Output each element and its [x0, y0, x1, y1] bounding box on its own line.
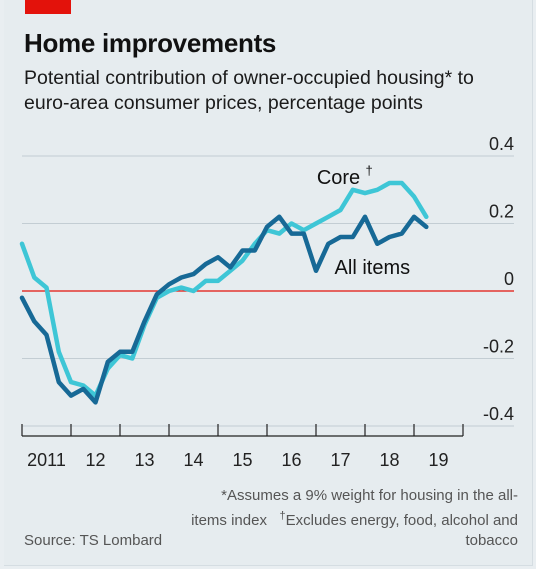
- x-tick-label: 18: [379, 450, 399, 470]
- chart-subtitle: Potential contribution of owner-occupied…: [24, 67, 474, 114]
- brand-tag: [25, 0, 71, 14]
- x-tick-label: 2011: [27, 450, 66, 470]
- y-tick-label: -0.4: [483, 404, 514, 424]
- y-tick-label: 0: [504, 269, 514, 289]
- x-tick-label: 17: [330, 450, 350, 470]
- series-label-core-dagger: †: [366, 163, 373, 178]
- source-note: Source: TS Lombard: [24, 532, 163, 549]
- chart-title: Home improvements: [24, 28, 277, 58]
- x-tick-label: 13: [134, 450, 154, 470]
- series-line-core: [19, 180, 429, 398]
- series-line-all-items: [19, 214, 429, 405]
- x-tick-label: 14: [183, 450, 203, 470]
- x-tick-label: 19: [428, 450, 448, 470]
- footnote-housing-weight: *Assumes a 9% weight for housing in the …: [191, 487, 518, 529]
- y-tick-label: 0.2: [489, 202, 514, 222]
- y-tick-label: -0.2: [483, 337, 514, 357]
- footnote-core-definition: Excludes energy, food, alcohol and tobac…: [285, 512, 518, 549]
- x-tick-label: 16: [281, 450, 301, 470]
- x-tick-label: 12: [85, 450, 105, 470]
- footnote-dagger: †: [279, 510, 286, 522]
- x-tick-label: 15: [232, 450, 252, 470]
- footnote: *Assumes a 9% weight for housing in the …: [188, 486, 518, 551]
- series-label-core: Core: [317, 167, 360, 189]
- chart-frame: [4, 0, 533, 566]
- y-tick-label: 0.4: [489, 134, 514, 154]
- series-label-all-items: All items: [335, 257, 411, 279]
